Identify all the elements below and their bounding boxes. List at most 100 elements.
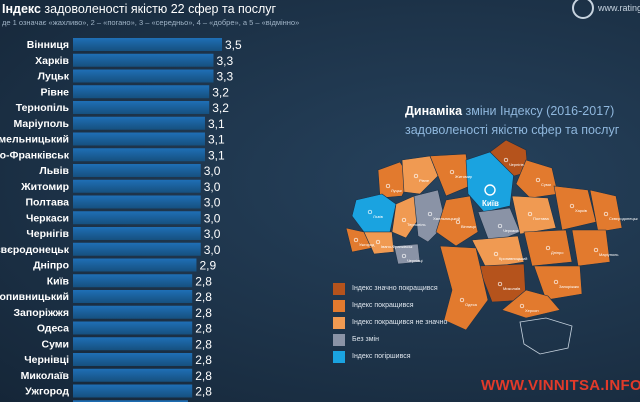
value-label: 2,8 <box>195 369 212 383</box>
chart-subtitle: де 1 означає «жахливо», 2 – «погано», 3 … <box>2 18 300 27</box>
city-dot <box>535 177 541 183</box>
legend-label: Індекс значно покращився <box>352 285 438 292</box>
region-zhytomyr <box>429 153 471 197</box>
category-label: Хмельницький <box>0 134 69 146</box>
bar <box>73 116 205 130</box>
city-label: Луцьк <box>391 188 402 193</box>
region-luhansk <box>589 189 623 233</box>
value-label: 3,2 <box>212 85 229 99</box>
region-lviv <box>351 193 397 233</box>
city-dot <box>367 209 373 215</box>
category-label: Луцьк <box>38 71 70 83</box>
bar <box>73 337 193 351</box>
city-dot <box>401 253 407 259</box>
category-label: Ужгород <box>25 386 69 398</box>
legend-swatch <box>333 316 345 329</box>
city-dot <box>401 217 407 223</box>
bar <box>73 211 201 225</box>
legend-swatch <box>333 350 345 363</box>
city-dot <box>569 203 575 209</box>
city-label: Одеса <box>465 302 478 307</box>
region-crimea <box>519 317 573 355</box>
category-label: Київ <box>47 275 70 287</box>
city-label: Чернівці <box>407 258 423 263</box>
category-label: Тернопіль <box>16 102 70 114</box>
category-label: Черкаси <box>26 212 69 224</box>
kyiv-label: Київ <box>482 199 499 208</box>
city-label: Рівне <box>419 178 430 183</box>
city-label: Вінниця <box>461 224 476 229</box>
value-label: 3,1 <box>208 133 225 147</box>
city-dot <box>497 223 503 229</box>
bar <box>73 179 201 193</box>
region-sumy <box>515 159 559 199</box>
city-dot <box>413 173 419 179</box>
city-dot <box>503 157 509 163</box>
region-zaporizhzhia <box>533 265 583 301</box>
value-label: 3,0 <box>204 196 221 210</box>
region-ternopil <box>391 195 419 239</box>
city-label: Івано-Франківськ <box>381 244 413 249</box>
city-dot <box>497 281 503 287</box>
city-label: Маріуполь <box>599 252 618 257</box>
city-label: Харків <box>575 208 587 213</box>
city-label: Суми <box>541 182 551 187</box>
bar <box>73 101 210 114</box>
category-label: Івано-Франківськ <box>0 149 70 161</box>
city-dot <box>353 237 359 243</box>
category-label: Сєвєродонецьк <box>0 244 70 256</box>
city-label: Тернопіль <box>407 222 426 227</box>
city-dot <box>545 245 551 251</box>
value-label: 2,8 <box>195 306 212 320</box>
bar <box>73 227 201 240</box>
legend-swatch <box>333 333 345 346</box>
region-poltava <box>511 195 557 235</box>
bar <box>73 132 205 146</box>
city-label: Ужгород <box>359 242 375 247</box>
legend-item: Без змін <box>333 331 447 348</box>
city-label: Кропивницький <box>499 256 527 261</box>
bar <box>73 384 193 398</box>
bar <box>73 305 193 319</box>
legend-item: Індекс покращився не значно <box>333 314 447 331</box>
city-dot <box>455 219 461 225</box>
legend-item: Індекс погіршився <box>333 348 447 365</box>
brand-logo-icon <box>572 0 594 19</box>
city-label: Запоріжжя <box>559 284 579 289</box>
city-dot <box>593 247 599 253</box>
bar <box>73 274 193 288</box>
bar <box>73 148 205 162</box>
city-label: Дніпро <box>551 250 564 255</box>
value-label: 2,8 <box>195 385 212 399</box>
category-label: Суми <box>41 338 69 350</box>
category-label: Кропивницький <box>0 291 69 303</box>
category-label: Миколаїв <box>21 370 70 382</box>
category-label: Чернігів <box>26 228 69 240</box>
city-label: Миколаїв <box>503 286 520 291</box>
city-dot <box>459 297 465 303</box>
value-label: 3,0 <box>204 180 221 194</box>
value-label: 2,8 <box>195 322 212 336</box>
bar <box>73 368 193 382</box>
category-label: Дніпро <box>33 260 69 272</box>
value-label: 3,0 <box>204 164 221 178</box>
value-label: 2,7 <box>191 400 208 402</box>
legend-label: Індекс погіршився <box>352 353 411 360</box>
value-label: 2,8 <box>195 274 212 288</box>
category-label: Житомир <box>20 181 69 193</box>
watermark: WWW.VINNITSA.INFO <box>481 377 640 394</box>
value-label: 3,1 <box>208 148 225 162</box>
bar <box>73 195 201 209</box>
bar <box>73 290 193 303</box>
region-vinnytsia <box>435 195 479 247</box>
category-label: Харків <box>35 55 69 67</box>
kyiv-marker: Київ <box>482 184 499 208</box>
bar <box>73 400 188 402</box>
city-label: Хмельницький <box>433 216 460 221</box>
legend-swatch <box>333 282 345 295</box>
category-label: Полтава <box>25 197 69 209</box>
city-dot <box>553 279 559 285</box>
bar <box>73 69 214 83</box>
bar <box>73 53 214 67</box>
legend-item: Індекс значно покращився <box>333 280 447 297</box>
